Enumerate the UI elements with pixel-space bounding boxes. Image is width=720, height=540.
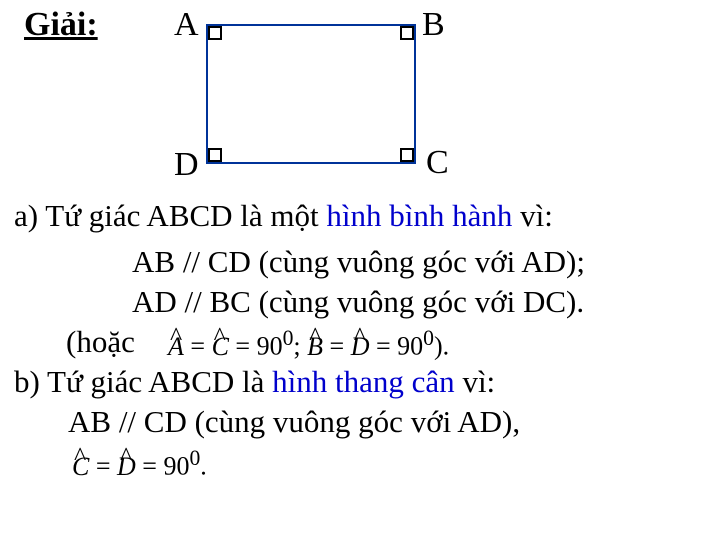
formula-angles-1: ^A = ^C = 900; ^B = ^D = 900). — [168, 326, 449, 362]
rectangle-diagram — [206, 24, 416, 164]
vertex-a: A — [174, 6, 199, 44]
line-a-or: (hoặc — [66, 324, 135, 360]
vertex-b: B — [422, 6, 445, 44]
right-angle-mark-d — [208, 148, 222, 162]
rectangle-abcd — [206, 24, 416, 164]
line-a-reason1: AB // CD (cùng vuông góc với AD); — [132, 244, 585, 280]
right-angle-mark-a — [208, 26, 222, 40]
vertex-d: D — [174, 146, 199, 184]
right-angle-mark-c — [400, 148, 414, 162]
line-b-reason1: AB // CD (cùng vuông góc với AD), — [68, 404, 520, 440]
right-angle-mark-b — [400, 26, 414, 40]
line-a-reason2: AD // BC (cùng vuông góc với DC). — [132, 284, 584, 320]
line-a-intro: a) Tứ giác ABCD là một hình bình hành vì… — [14, 198, 553, 234]
title: Giải: — [24, 6, 98, 44]
formula-angles-2: ^C = ^D = 900. — [72, 446, 207, 482]
line-b-intro: b) Tứ giác ABCD là hình thang cân vì: — [14, 364, 495, 400]
vertex-c: C — [426, 144, 449, 182]
